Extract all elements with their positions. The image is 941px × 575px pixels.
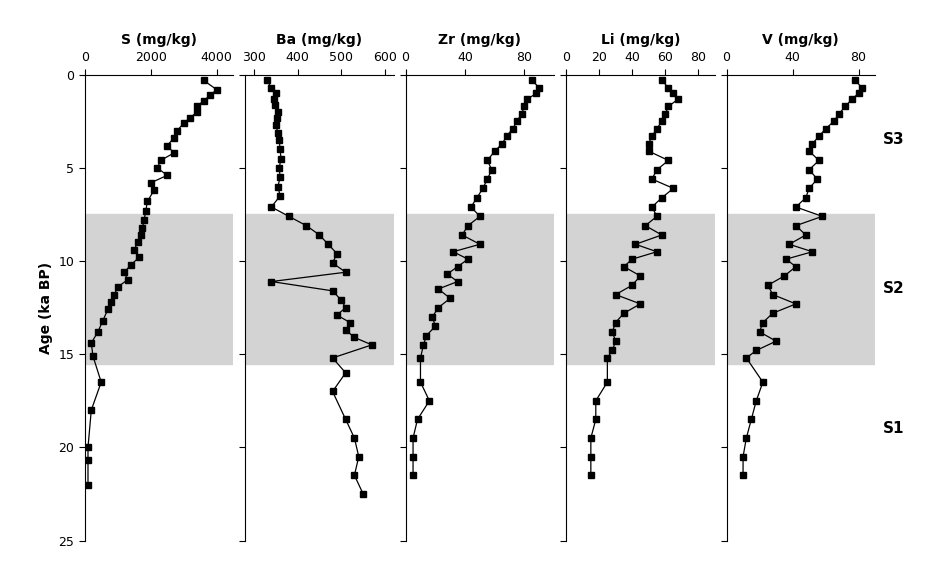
X-axis label: Ba (mg/kg): Ba (mg/kg) <box>277 33 362 47</box>
Bar <box>85 214 233 363</box>
Text: S3: S3 <box>883 132 904 147</box>
Bar <box>566 214 714 363</box>
Bar <box>406 214 554 363</box>
Bar <box>726 214 875 363</box>
X-axis label: V (mg/kg): V (mg/kg) <box>762 33 839 47</box>
Text: S2: S2 <box>883 282 904 297</box>
Text: S1: S1 <box>883 421 904 436</box>
X-axis label: S (mg/kg): S (mg/kg) <box>121 33 197 47</box>
X-axis label: Zr (mg/kg): Zr (mg/kg) <box>439 33 521 47</box>
Bar <box>246 214 393 363</box>
X-axis label: Li (mg/kg): Li (mg/kg) <box>600 33 680 47</box>
Y-axis label: Age (ka BP): Age (ka BP) <box>39 262 53 354</box>
